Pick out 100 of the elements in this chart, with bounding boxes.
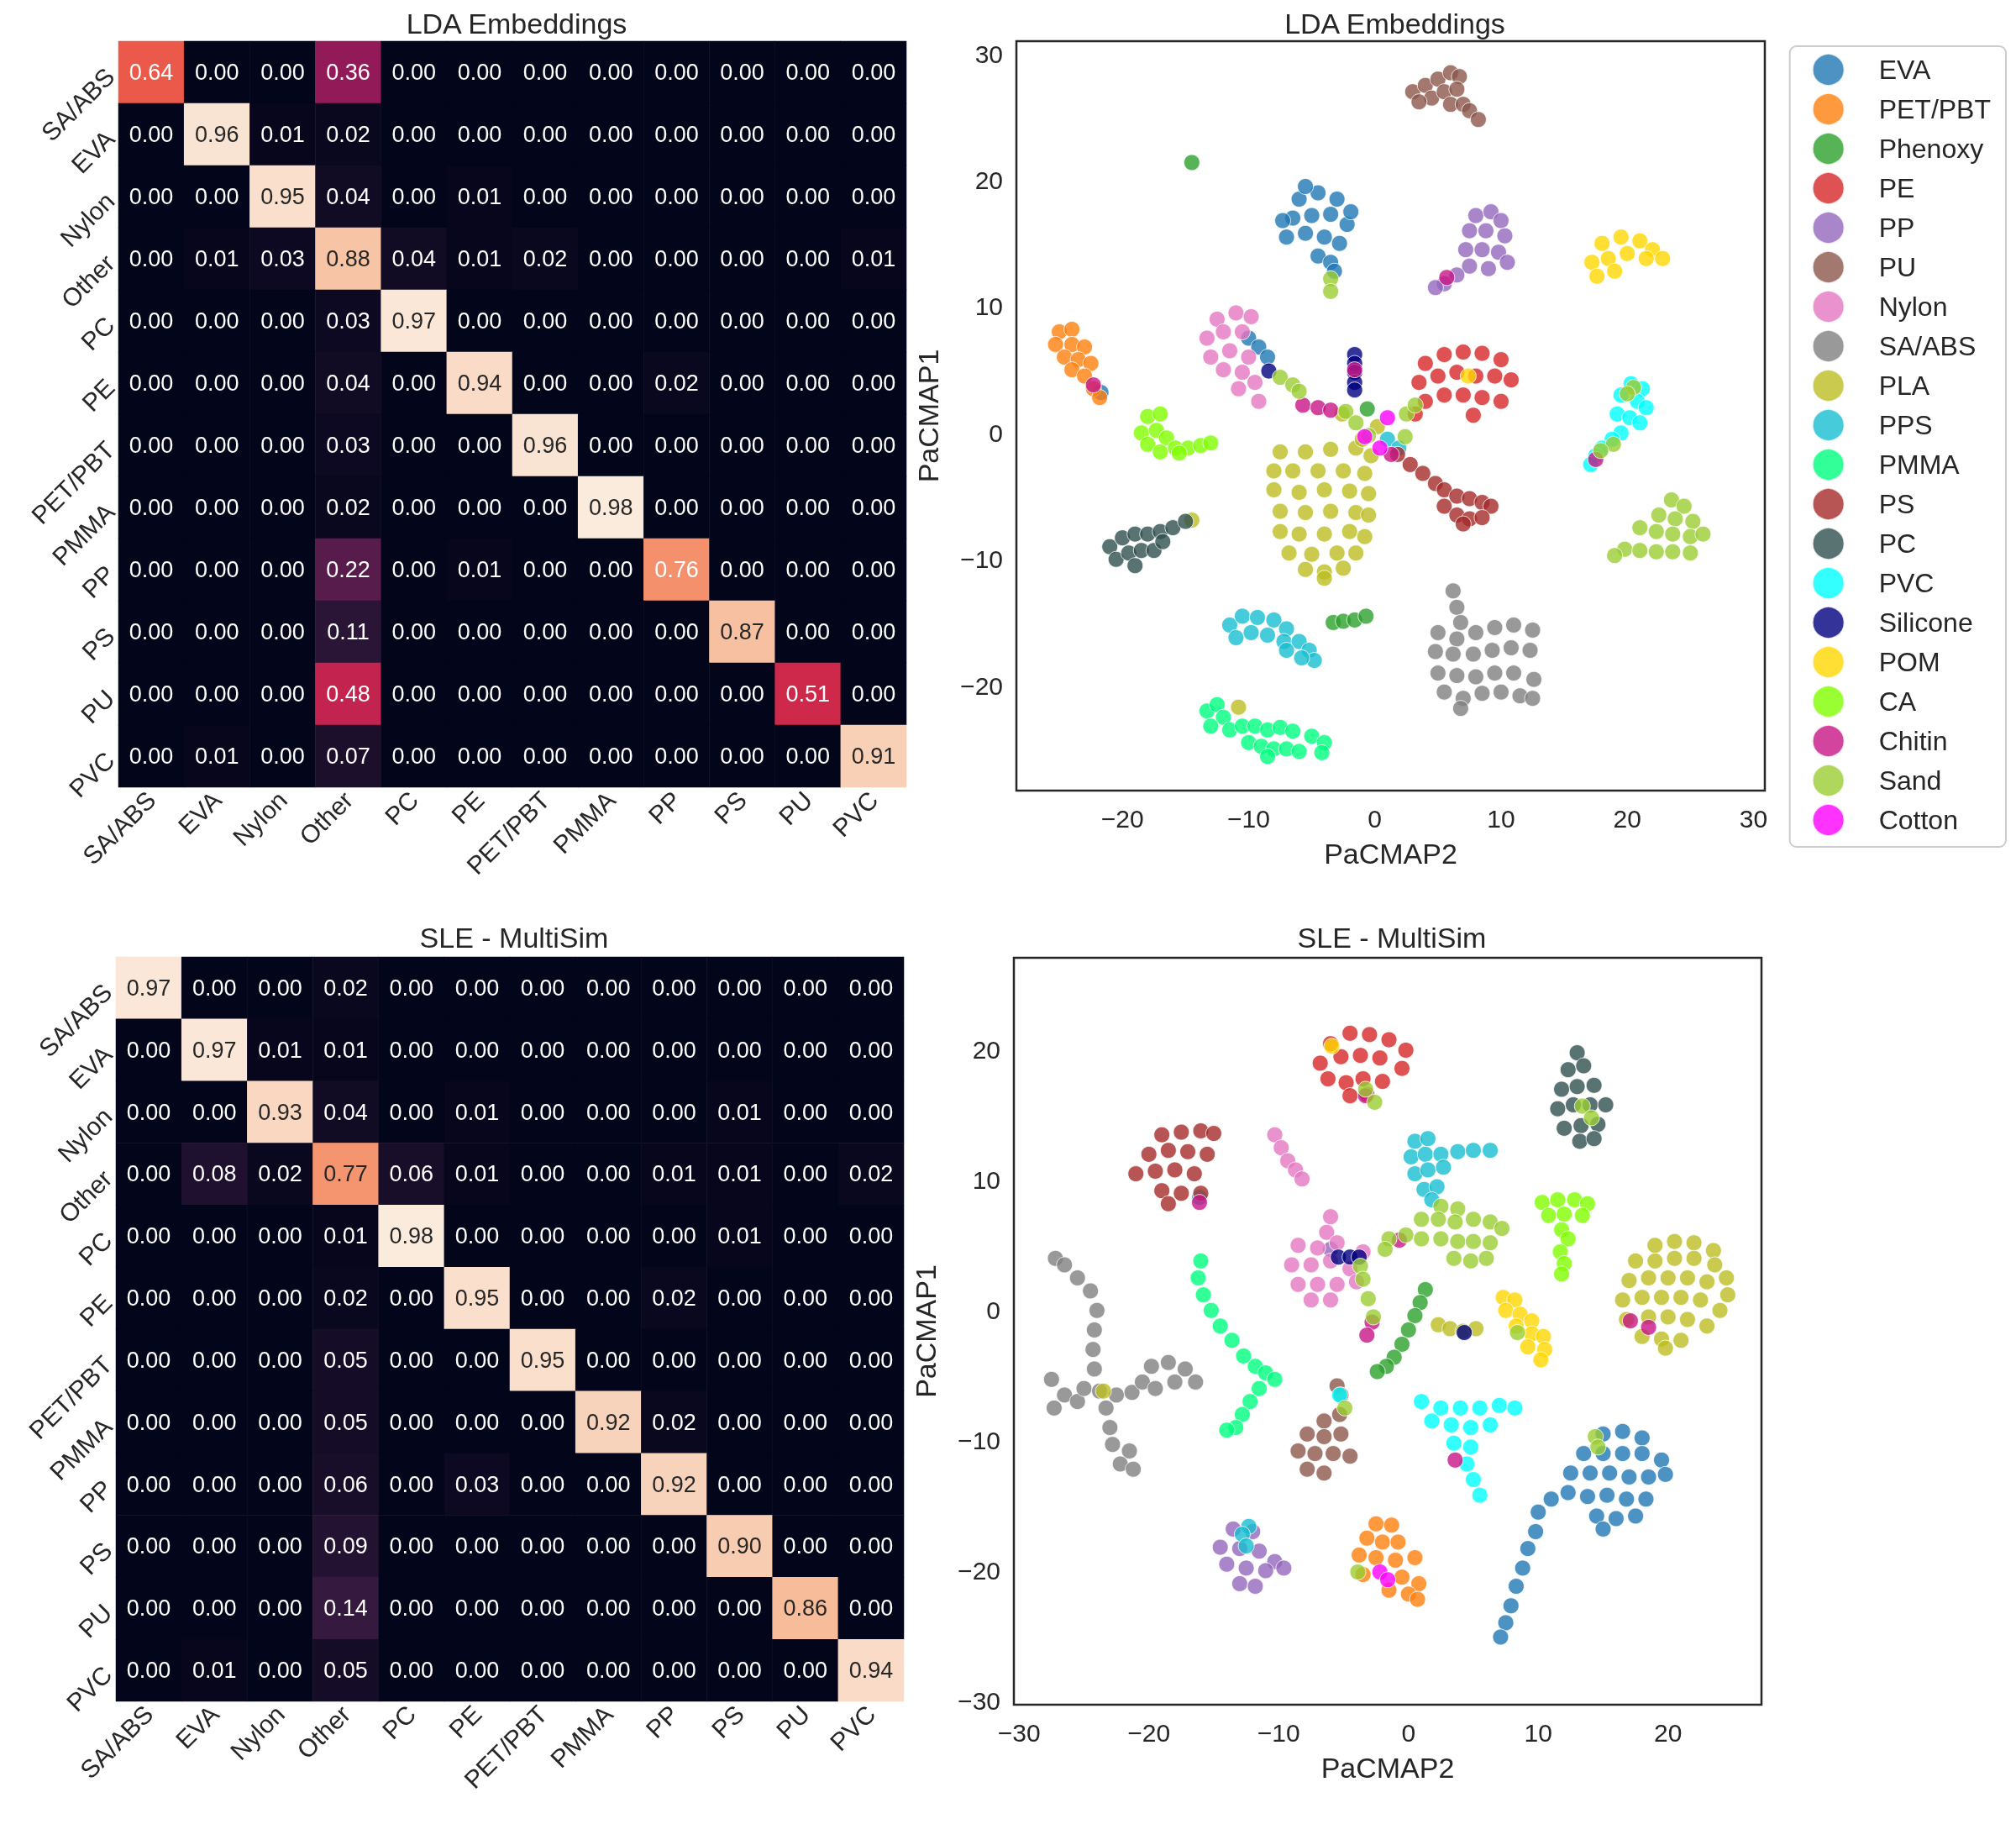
data-label: 0.01 xyxy=(851,246,896,271)
data-label: 0.00 xyxy=(389,1037,434,1063)
data-label: 0.00 xyxy=(588,681,633,707)
data-label: 0.00 xyxy=(126,1658,171,1684)
data-label: 0.00 xyxy=(851,60,896,85)
y-tick-label: PS xyxy=(74,1536,118,1580)
y-tick-label: −10 xyxy=(958,1427,1000,1455)
data-label: 0.00 xyxy=(129,308,174,334)
legend-label: Phenoxy xyxy=(1878,134,1984,164)
data-label: 0.00 xyxy=(783,1658,828,1684)
data-label: 0.00 xyxy=(654,619,699,644)
data-label: 0.02 xyxy=(522,246,568,271)
legend-label: Sand xyxy=(1878,765,1942,796)
data-label: 0.00 xyxy=(585,1658,631,1684)
data-label: 0.00 xyxy=(389,1471,434,1497)
data-label: 0.01 xyxy=(454,1099,500,1125)
data-label: 0.05 xyxy=(323,1409,368,1435)
data-label: 0.00 xyxy=(129,371,174,396)
data-label: 0.00 xyxy=(785,122,831,147)
data-label: 0.00 xyxy=(454,1533,500,1559)
data-label: 0.00 xyxy=(129,681,174,707)
data-label: 0.00 xyxy=(520,1471,565,1497)
data-label: 0.00 xyxy=(260,557,305,582)
data-label: 0.00 xyxy=(129,744,174,769)
data-label: 0.00 xyxy=(454,1223,500,1249)
data-label: 0.00 xyxy=(848,1471,894,1497)
data-label: 0.00 xyxy=(717,1037,762,1063)
chart-title: SLE - MultiSim xyxy=(1297,922,1487,954)
data-label: 0.96 xyxy=(522,433,568,458)
y-tick-label: −20 xyxy=(960,671,1003,700)
data-label: 0.00 xyxy=(457,619,502,644)
data-label: 0.02 xyxy=(326,495,370,520)
data-label: 0.00 xyxy=(588,744,633,769)
data-label: 0.00 xyxy=(389,1347,434,1373)
data-label: 0.87 xyxy=(720,619,764,644)
y-tick-label: PE xyxy=(74,1288,118,1333)
y-tick-label: 0 xyxy=(989,418,1003,447)
data-label: 0.01 xyxy=(457,557,502,582)
data-label: 0.00 xyxy=(785,619,831,644)
data-label: 0.00 xyxy=(454,1595,500,1622)
data-label: 0.00 xyxy=(194,433,239,458)
data-label: 0.02 xyxy=(654,371,699,396)
data-label: 0.00 xyxy=(652,1099,696,1125)
data-label: 0.86 xyxy=(783,1595,828,1622)
data-label: 0.00 xyxy=(194,184,239,209)
x-axis-title: PaCMAP2 xyxy=(1320,1752,1455,1784)
data-label: 0.00 xyxy=(783,1409,828,1435)
y-tick-label: −10 xyxy=(960,545,1003,574)
data-label: 0.00 xyxy=(851,184,896,209)
data-label: 0.00 xyxy=(129,184,174,209)
data-label: 0.00 xyxy=(391,371,437,396)
data-label: 0.00 xyxy=(391,619,437,644)
x-axis-title: PaCMAP2 xyxy=(1324,838,1457,870)
data-label: 0.97 xyxy=(391,308,437,334)
data-label: 0.00 xyxy=(522,60,568,85)
data-label: 0.77 xyxy=(323,1161,368,1187)
data-label: 0.07 xyxy=(326,744,370,769)
data-label: 0.00 xyxy=(391,433,437,458)
data-label: 0.00 xyxy=(126,1037,171,1063)
data-label: 0.22 xyxy=(326,557,370,582)
data-label: 0.00 xyxy=(260,744,305,769)
data-label: 0.00 xyxy=(522,122,568,147)
data-label: 0.00 xyxy=(192,1223,237,1249)
y-tick-label: 30 xyxy=(974,39,1003,68)
data-label: 0.00 xyxy=(851,308,896,334)
data-label: 0.05 xyxy=(323,1347,368,1373)
data-label: 0.04 xyxy=(326,184,370,209)
data-label: 0.00 xyxy=(260,495,305,520)
x-tick-label: PU xyxy=(770,1700,816,1745)
x-tick-label: −10 xyxy=(1227,804,1270,833)
data-label: 0.00 xyxy=(454,1037,500,1063)
data-label: 0.00 xyxy=(260,60,305,85)
data-label: 0.00 xyxy=(192,1471,237,1497)
data-label: 0.00 xyxy=(783,1347,828,1373)
data-label: 0.91 xyxy=(851,744,896,769)
data-label: 0.00 xyxy=(654,495,699,520)
data-label: 0.00 xyxy=(783,1223,828,1249)
data-label: 0.00 xyxy=(522,619,568,644)
y-tick-label: PC xyxy=(72,1226,118,1271)
data-label: 0.00 xyxy=(258,1595,302,1622)
data-label: 0.97 xyxy=(192,1037,237,1063)
data-label: 0.00 xyxy=(848,1099,894,1125)
data-label: 0.00 xyxy=(129,122,174,147)
data-label: 0.00 xyxy=(126,1471,171,1497)
data-label: 0.95 xyxy=(260,184,305,209)
data-label: 0.00 xyxy=(454,1347,500,1373)
data-label: 0.93 xyxy=(258,1099,302,1125)
y-tick-label: 10 xyxy=(972,1166,1000,1195)
data-label: 0.00 xyxy=(522,371,568,396)
data-label: 0.02 xyxy=(326,122,370,147)
data-label: 0.00 xyxy=(717,1347,762,1373)
y-tick-label: PU xyxy=(75,684,120,729)
data-label: 0.14 xyxy=(323,1595,368,1622)
legend-label: PMMA xyxy=(1878,449,1961,480)
data-label: 0.00 xyxy=(389,1099,434,1125)
data-label: 0.00 xyxy=(720,557,764,582)
data-label: 0.00 xyxy=(785,744,831,769)
data-label: 0.00 xyxy=(258,1223,302,1249)
data-label: 0.00 xyxy=(194,60,239,85)
data-label: 0.00 xyxy=(654,246,699,271)
